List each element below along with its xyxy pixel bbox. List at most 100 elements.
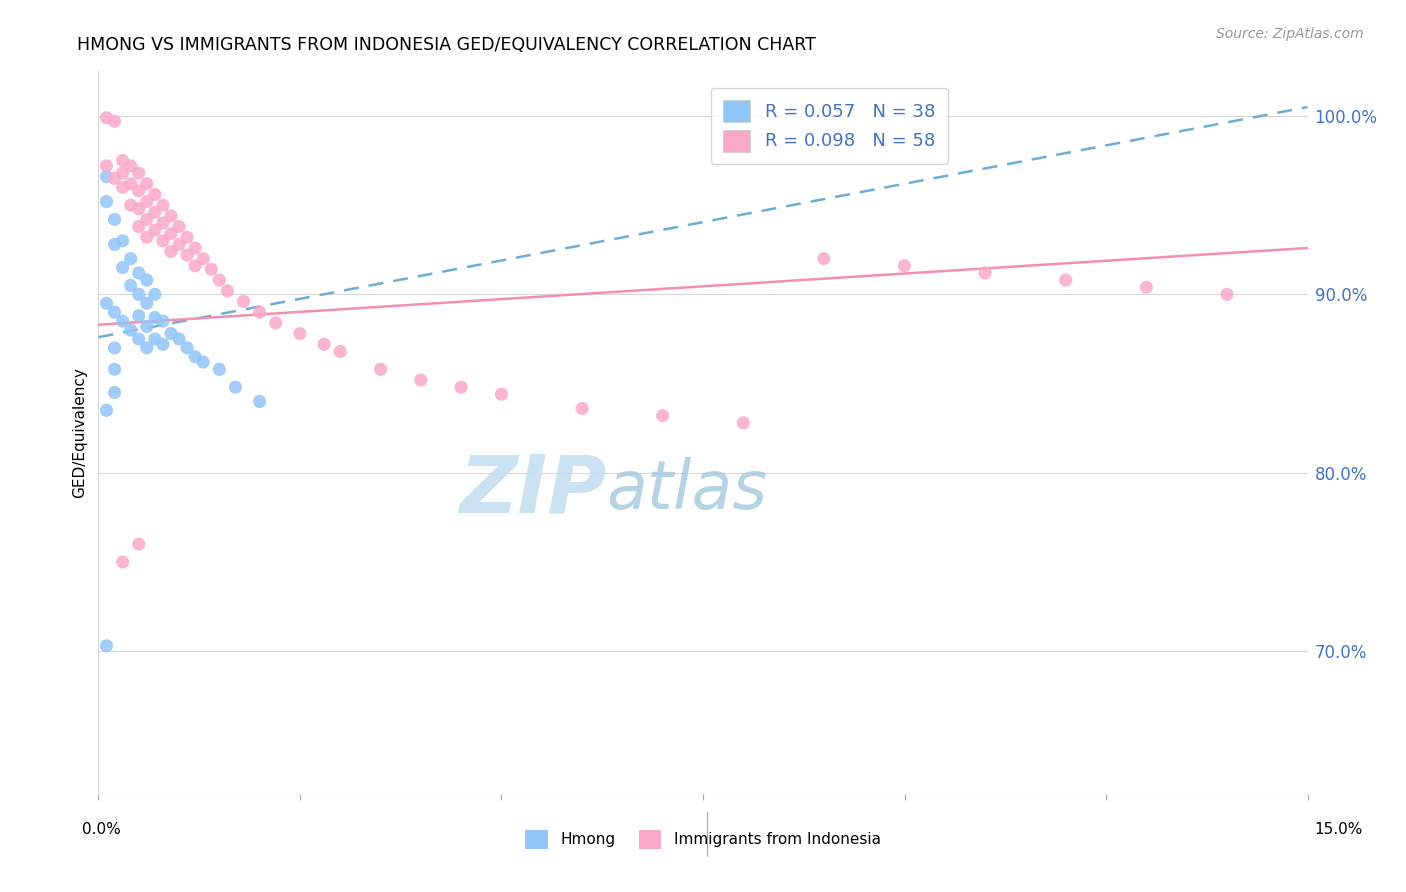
- Point: [224, 380, 246, 394]
- Point: [217, 284, 239, 298]
- Point: [135, 194, 157, 209]
- Point: [128, 166, 150, 180]
- Point: [160, 244, 183, 259]
- Point: [152, 216, 174, 230]
- Point: [128, 202, 150, 216]
- Point: [329, 344, 352, 359]
- Point: [160, 326, 183, 341]
- Point: [103, 305, 125, 319]
- Point: [167, 237, 190, 252]
- Point: [96, 639, 118, 653]
- Point: [184, 241, 207, 255]
- Point: [176, 248, 198, 262]
- Text: 15.0%: 15.0%: [1315, 822, 1362, 837]
- Point: [128, 537, 150, 551]
- Point: [193, 355, 215, 369]
- Point: [176, 230, 198, 244]
- Point: [135, 177, 157, 191]
- Point: [135, 319, 157, 334]
- Point: [103, 385, 125, 400]
- Point: [160, 227, 183, 241]
- Point: [813, 252, 835, 266]
- Point: [1135, 280, 1157, 294]
- Point: [893, 259, 915, 273]
- Point: [143, 187, 166, 202]
- Point: [103, 171, 125, 186]
- Point: [184, 259, 207, 273]
- Point: [143, 223, 166, 237]
- Point: [193, 252, 215, 266]
- Point: [160, 209, 183, 223]
- Point: [120, 198, 142, 212]
- Point: [176, 341, 198, 355]
- Point: [167, 219, 190, 234]
- Point: [135, 296, 157, 310]
- Text: atlas: atlas: [606, 458, 768, 524]
- Point: [184, 350, 207, 364]
- Point: [571, 401, 593, 416]
- Point: [974, 266, 997, 280]
- Point: [120, 323, 142, 337]
- Point: [264, 316, 287, 330]
- Point: [103, 237, 125, 252]
- Point: [111, 234, 134, 248]
- Point: [152, 198, 174, 212]
- Point: [152, 234, 174, 248]
- Point: [96, 296, 118, 310]
- Point: [249, 305, 271, 319]
- Point: [128, 184, 150, 198]
- Text: Source: ZipAtlas.com: Source: ZipAtlas.com: [1216, 27, 1364, 41]
- Point: [128, 219, 150, 234]
- Text: HMONG VS IMMIGRANTS FROM INDONESIA GED/EQUIVALENCY CORRELATION CHART: HMONG VS IMMIGRANTS FROM INDONESIA GED/E…: [77, 36, 817, 54]
- Point: [208, 362, 231, 376]
- Point: [103, 114, 125, 128]
- Point: [111, 555, 134, 569]
- Point: [249, 394, 271, 409]
- Point: [120, 252, 142, 266]
- Point: [143, 205, 166, 219]
- Point: [103, 362, 125, 376]
- Y-axis label: GED/Equivalency: GED/Equivalency: [72, 368, 87, 498]
- Point: [120, 278, 142, 293]
- Point: [314, 337, 336, 351]
- Point: [111, 260, 134, 275]
- Point: [128, 309, 150, 323]
- Point: [120, 159, 142, 173]
- Legend: Hmong, Immigrants from Indonesia: Hmong, Immigrants from Indonesia: [519, 824, 887, 855]
- Point: [96, 159, 118, 173]
- Point: [409, 373, 432, 387]
- Point: [152, 314, 174, 328]
- Point: [128, 332, 150, 346]
- Point: [96, 194, 118, 209]
- Point: [288, 326, 311, 341]
- Point: [200, 262, 222, 277]
- Point: [143, 332, 166, 346]
- Point: [450, 380, 472, 394]
- Point: [111, 153, 134, 168]
- Point: [135, 341, 157, 355]
- Point: [111, 166, 134, 180]
- Point: [128, 266, 150, 280]
- Point: [96, 111, 118, 125]
- Text: ZIP: ZIP: [458, 451, 606, 530]
- Point: [491, 387, 513, 401]
- Point: [152, 337, 174, 351]
- Point: [232, 294, 254, 309]
- Point: [103, 341, 125, 355]
- Point: [143, 287, 166, 301]
- Point: [96, 169, 118, 184]
- Point: [135, 230, 157, 244]
- Point: [111, 314, 134, 328]
- Point: [120, 177, 142, 191]
- Point: [651, 409, 673, 423]
- Point: [1054, 273, 1077, 287]
- Point: [167, 332, 190, 346]
- Point: [135, 273, 157, 287]
- Point: [135, 212, 157, 227]
- Point: [1216, 287, 1239, 301]
- Point: [111, 180, 134, 194]
- Point: [128, 287, 150, 301]
- Point: [733, 416, 755, 430]
- Point: [96, 403, 118, 417]
- Point: [208, 273, 231, 287]
